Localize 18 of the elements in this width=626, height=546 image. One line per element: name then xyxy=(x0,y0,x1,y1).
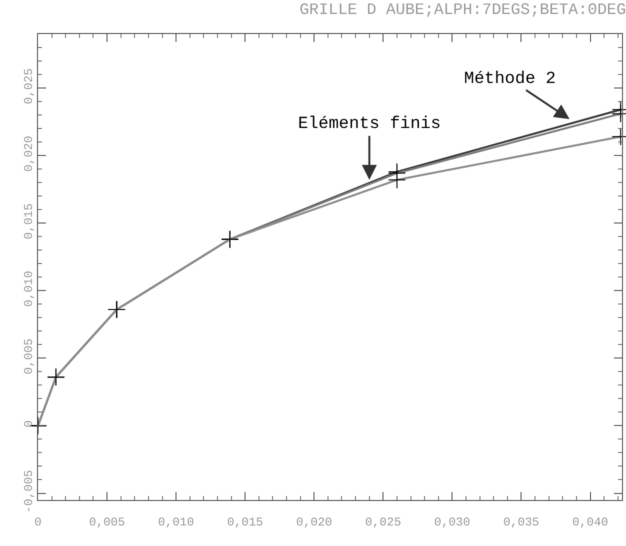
x-tick-label: 0,035 xyxy=(503,515,540,530)
x-tick-label: 0,030 xyxy=(434,515,470,530)
x-tick-label: 0,005 xyxy=(89,515,126,530)
x-tick-label: 0,015 xyxy=(227,515,264,530)
y-tick-label: 0,015 xyxy=(22,203,36,240)
y-tick-label: 0,010 xyxy=(22,270,36,307)
x-tick-label: 0,040 xyxy=(572,515,608,530)
y-tick-label: 0 xyxy=(22,420,36,428)
x-tick-label: 0,020 xyxy=(296,515,332,530)
y-tick-label: 0,005 xyxy=(22,338,36,374)
y-tick-label: 0,025 xyxy=(22,68,36,104)
chart-title: GRILLE D AUBE;ALPH:7DEGS;BETA:0DEG xyxy=(300,0,626,19)
y-tick-label: -0,005 xyxy=(22,470,36,514)
annotation: Eléments finis xyxy=(298,115,441,134)
x-tick-label: 0,025 xyxy=(365,515,402,530)
y-tick-label: 0,020 xyxy=(22,136,36,172)
x-tick-label: 0,010 xyxy=(158,515,194,530)
annotation: Méthode 2 xyxy=(464,70,556,89)
